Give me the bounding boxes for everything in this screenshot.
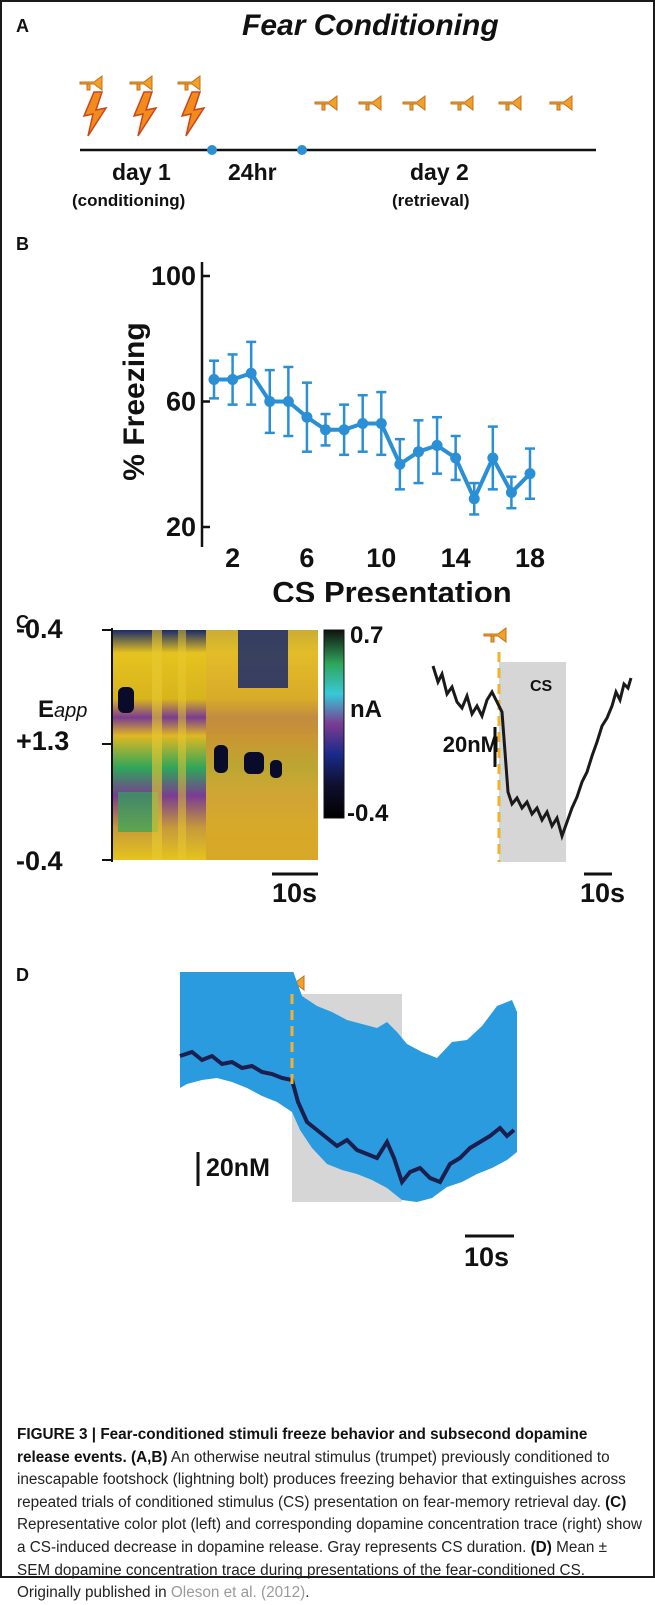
trumpet-icon [498,95,522,111]
panel-c-letter: C [16,612,29,632]
data-point [338,424,350,436]
data-point [524,468,536,480]
eapp-label: Eapp [38,696,88,723]
cs-label: CS [530,678,553,695]
eapp-bottom-label: -0.4 [16,846,63,876]
data-point [227,374,239,386]
sem-band [180,972,517,1202]
caption-c-label: (C) [605,1493,627,1511]
day2-sublabel: (retrieval) [392,191,470,210]
series-line [214,370,532,504]
timeline-marker [207,145,217,155]
x-tick-label: 6 [299,543,314,573]
lightning-bolt-icon [180,91,206,137]
caption-figure-label: FIGURE 3 | Fear-conditioned stimuli free… [17,1426,588,1466]
day1-label: day 1 [112,159,171,185]
y-tick-label: 100 [151,261,196,291]
x-tick-label: 14 [441,543,471,573]
data-point [245,367,257,379]
dopamine-trace [431,665,633,841]
x-axis-label: CS Presentation [272,575,511,602]
panel-a-letter: A [16,16,29,36]
data-point [412,446,424,458]
x-tick-label: 10 [366,543,396,573]
timeline-marker [297,145,307,155]
trumpet-icon [129,75,153,91]
day1-sublabel: (conditioning) [72,191,186,210]
data-point [264,396,276,407]
data-point [431,439,443,451]
d-scale-x-label: 10s [464,1242,510,1272]
y-tick-label: 60 [166,387,196,417]
lightning-bolt-icon [132,91,158,137]
data-point [468,493,480,505]
cs-shade [499,662,566,862]
d-scale-y-label: 20nM [206,1154,270,1182]
trumpet-icon [402,95,426,111]
trumpet-icon [79,75,103,91]
colorbar-unit-label: nA [350,696,382,723]
data-point [375,417,387,429]
data-point [487,452,499,464]
color-plot [102,627,633,876]
panel-d-letter: D [16,965,29,985]
lightning-bolt-icon [82,91,108,137]
trumpet-icon [549,95,573,111]
colorbar-min-label: -0.4 [347,800,389,827]
eapp-mid-label: +1.3 [16,726,70,756]
caption-reference-link[interactable]: Oleson et al. (2012) [170,1584,306,1602]
data-point [394,458,406,470]
figure-caption: FIGURE 3 | Fear-conditioned stimuli free… [17,1424,642,1605]
trumpet-icon [483,627,507,643]
trumpet-icon [314,95,338,111]
data-point [505,486,517,498]
caption-ab-text: An otherwise neutral stimulus (trumpet) … [17,1448,626,1511]
caption-c-text: Representative color plot (left) and cor… [17,1516,642,1556]
trumpet-icon [450,95,474,111]
trace-scale-x-label: 10s [580,878,626,908]
trace-scale-y-label: 20nM [442,732,499,757]
data-point [301,411,313,423]
data-point [357,417,369,429]
gap-label: 24hr [228,159,277,185]
data-point [208,374,220,386]
y-tick-label: 20 [166,512,196,542]
trumpet-icon [177,75,201,91]
data-point [282,396,294,407]
eapp-top-label: -0.4 [16,614,63,644]
caption-ab-label: (A,B) [130,1448,168,1466]
data-point [320,424,332,436]
mean-trace-plot [179,972,517,1238]
trumpet-icon [358,95,382,111]
panel-a-title: Fear Conditioning [242,9,499,42]
day2-label: day 2 [410,159,469,185]
timeline-diagram [79,75,596,155]
scale-label: 10s [272,878,318,908]
y-axis-label: % Freezing [118,322,151,480]
colorbar-max-label: 0.7 [350,622,384,649]
caption-d-label: (D) [530,1538,552,1556]
mean-trace [179,1049,516,1187]
x-tick-label: 2 [225,543,240,573]
caption-end: . [305,1584,310,1602]
x-tick-label: 18 [515,543,545,573]
data-point [450,452,462,464]
panel-b-letter: B [16,234,29,254]
